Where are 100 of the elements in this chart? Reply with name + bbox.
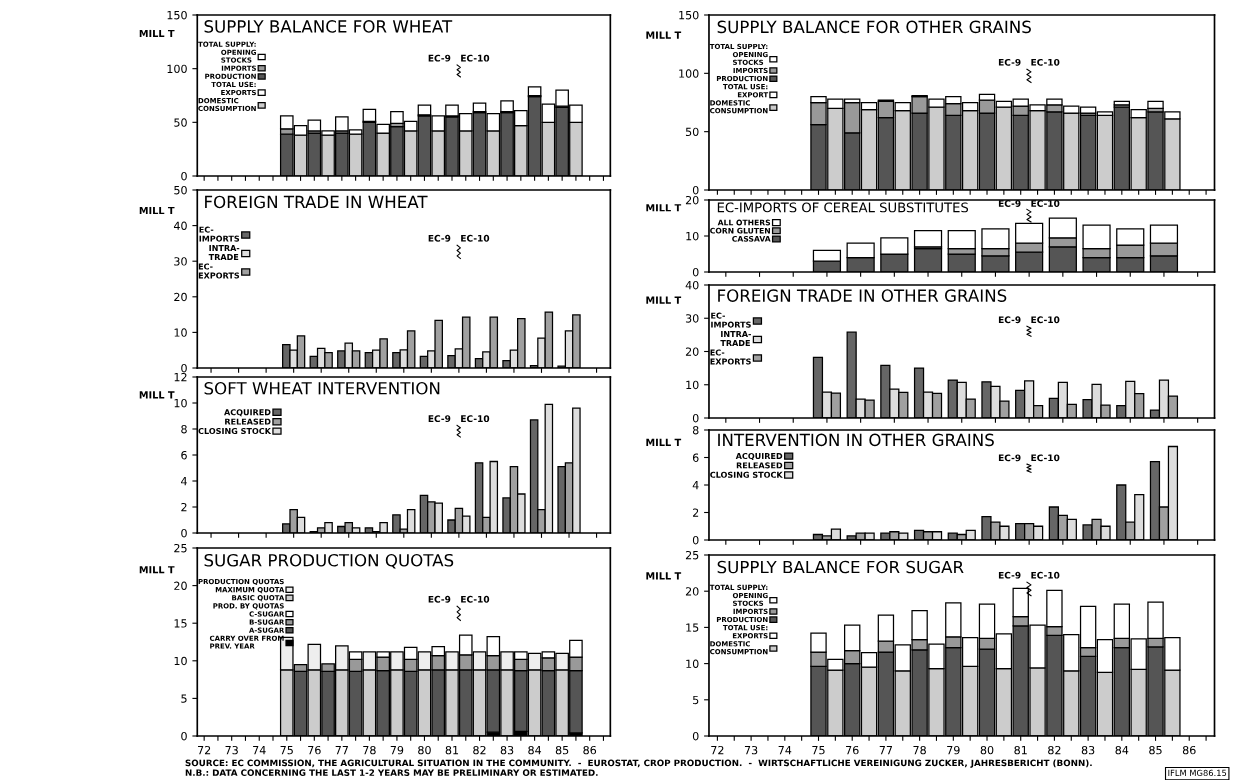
y-tick-label: 0 xyxy=(692,413,699,423)
annotation: EC-9 EC-10 xyxy=(998,58,1060,66)
chart-title: SUPPLY BALANCE FOR SUGAR xyxy=(717,560,964,574)
annotation: EC-9 EC-10 xyxy=(428,415,490,423)
annotation: EC-9 EC-10 xyxy=(998,454,1060,462)
y-tick-label: 10 xyxy=(174,328,187,337)
y-tick-label: 40 xyxy=(173,221,187,230)
x-tick-label: 77 xyxy=(879,746,893,755)
legend-label: EC- IMPORTS xyxy=(199,226,240,242)
y-tick-label: 40 xyxy=(685,280,699,290)
legend-label: ACQUIRED xyxy=(224,409,271,417)
y-tick-label: 50 xyxy=(174,185,187,195)
y-tick-label: 0 xyxy=(692,185,699,195)
x-tick-label: 85 xyxy=(1149,745,1162,755)
x-tick-label: 80 xyxy=(980,745,994,755)
y-axis-title: MILL T xyxy=(646,572,682,580)
y-axis-title: MILL T xyxy=(646,296,682,304)
y-tick-label: 100 xyxy=(167,64,187,74)
chart-title: FOREIGN TRADE IN WHEAT xyxy=(205,195,428,209)
x-tick-label: 75 xyxy=(280,746,293,755)
y-tick-label: 100 xyxy=(679,69,699,78)
annotation: EC-9 EC-10 xyxy=(998,200,1060,207)
legend-label: EC- IMPORTS xyxy=(711,312,751,328)
y-axis-title: MILL T xyxy=(646,438,682,446)
x-tick-label: 86 xyxy=(1182,745,1196,755)
y-tick-label: 150 xyxy=(167,10,187,20)
y-tick-label: 20 xyxy=(685,347,699,356)
annotation: EC-9 EC-10 xyxy=(428,595,490,603)
x-tick-label: 81 xyxy=(1014,745,1027,755)
y-tick-label: 6 xyxy=(692,453,699,462)
y-tick-label: 5 xyxy=(181,694,187,703)
x-tick-label: 83 xyxy=(1081,745,1095,755)
y-tick-label: 4 xyxy=(181,477,187,486)
y-tick-label: 10 xyxy=(174,656,187,666)
y-tick-label: 0 xyxy=(181,171,187,181)
x-tick-label: 82 xyxy=(1048,745,1061,755)
legend-label: EC- EXPORTS xyxy=(198,263,240,279)
legend-label: RELEASED xyxy=(225,418,271,425)
y-tick-label: 5 xyxy=(693,695,699,705)
y-tick-label: 15 xyxy=(174,619,187,628)
chart-title: FOREIGN TRADE IN OTHER GRAINS xyxy=(718,289,1007,302)
x-tick-label: 76 xyxy=(846,745,859,755)
x-tick-label: 76 xyxy=(308,745,321,755)
chart-title: SUGAR PRODUCTION QUOTAS xyxy=(204,553,454,569)
x-tick-label: 80 xyxy=(418,745,431,755)
x-tick-label: 78 xyxy=(363,745,376,755)
annotation: EC-9 EC-10 xyxy=(998,571,1060,579)
x-tick-label: 73 xyxy=(225,745,238,755)
y-axis-title: MILL T xyxy=(646,31,682,39)
legend-label: INTRA- TRADE xyxy=(208,245,240,260)
y-tick-label: 10 xyxy=(174,398,187,408)
legend-label: ACQUIRED xyxy=(735,452,783,461)
y-tick-label: 0 xyxy=(692,731,699,741)
annotation: EC-9 EC-10 xyxy=(428,234,490,242)
y-tick-label: 25 xyxy=(685,550,699,560)
y-tick-label: 0 xyxy=(181,731,187,741)
y-tick-label: 20 xyxy=(685,195,699,205)
chart-title: SUPPLY BALANCE FOR WHEAT xyxy=(204,20,453,33)
y-axis-title: MILL T xyxy=(139,29,175,37)
legend-label: EC- EXPORTS xyxy=(710,349,751,365)
source-note: SOURCE: EC COMMISSION, THE AGRICULTURAL SITUATION IN THE COMMUNITY. - EUROSTAT, CROP PRODUCTION. - WIRTSCHAFTLICHE VEREINIGUNG ZUCKER, JAHRESBERICHT (BONN). N.B.: DATA CONCERNING THE LAST 1-2 YEARS MAY BE PRELIMINARY OR ESTIMATED. xyxy=(185,759,1092,776)
legend-label: INTRA- TRADE xyxy=(720,331,751,346)
y-tick-label: 0 xyxy=(692,267,699,277)
legend-label: RELEASED xyxy=(736,462,783,469)
y-tick-label: 8 xyxy=(692,425,699,435)
x-tick-label: 72 xyxy=(711,745,724,755)
chart-title: EC-IMPORTS OF CEREAL SUBSTITUTES xyxy=(717,202,969,213)
x-tick-label: 77 xyxy=(335,746,348,755)
y-tick-label: 12 xyxy=(174,372,187,382)
text: IFLM MG86.15 xyxy=(1168,769,1227,777)
x-tick-label: 74 xyxy=(253,746,266,755)
x-tick-label: 74 xyxy=(778,746,792,755)
y-tick-label: 0 xyxy=(181,363,187,373)
x-tick-label: 86 xyxy=(583,745,597,755)
y-tick-label: 20 xyxy=(174,581,187,590)
x-tick-label: 85 xyxy=(555,745,569,755)
x-tick-label: 75 xyxy=(812,746,825,755)
x-tick-label: 84 xyxy=(528,745,542,755)
y-tick-label: 0 xyxy=(181,528,187,538)
annotation: EC-9 EC-10 xyxy=(428,54,490,62)
y-tick-label: 10 xyxy=(686,380,699,390)
y-tick-label: 10 xyxy=(686,231,699,241)
y-tick-label: 20 xyxy=(174,292,187,302)
y-tick-label: 15 xyxy=(686,623,699,632)
annotation: EC-9 EC-10 xyxy=(998,316,1060,324)
x-tick-label: 72 xyxy=(198,745,211,755)
y-tick-label: 4 xyxy=(692,481,699,490)
x-tick-label: 73 xyxy=(744,745,758,755)
x-tick-label: 82 xyxy=(473,745,486,755)
y-tick-label: 0 xyxy=(692,535,699,545)
x-tick-label: 81 xyxy=(445,745,459,755)
x-tick-label: 83 xyxy=(500,745,514,755)
y-tick-label: 50 xyxy=(174,118,187,127)
y-axis-title: MILL T xyxy=(646,204,682,212)
y-tick-label: 8 xyxy=(181,424,187,434)
y-axis-title: MILL T xyxy=(139,206,175,215)
y-tick-label: 6 xyxy=(181,450,187,460)
chart-title: SUPPLY BALANCE FOR OTHER GRAINS xyxy=(717,20,1031,34)
x-tick-label: 84 xyxy=(1115,745,1129,755)
y-tick-label: 30 xyxy=(685,314,699,323)
